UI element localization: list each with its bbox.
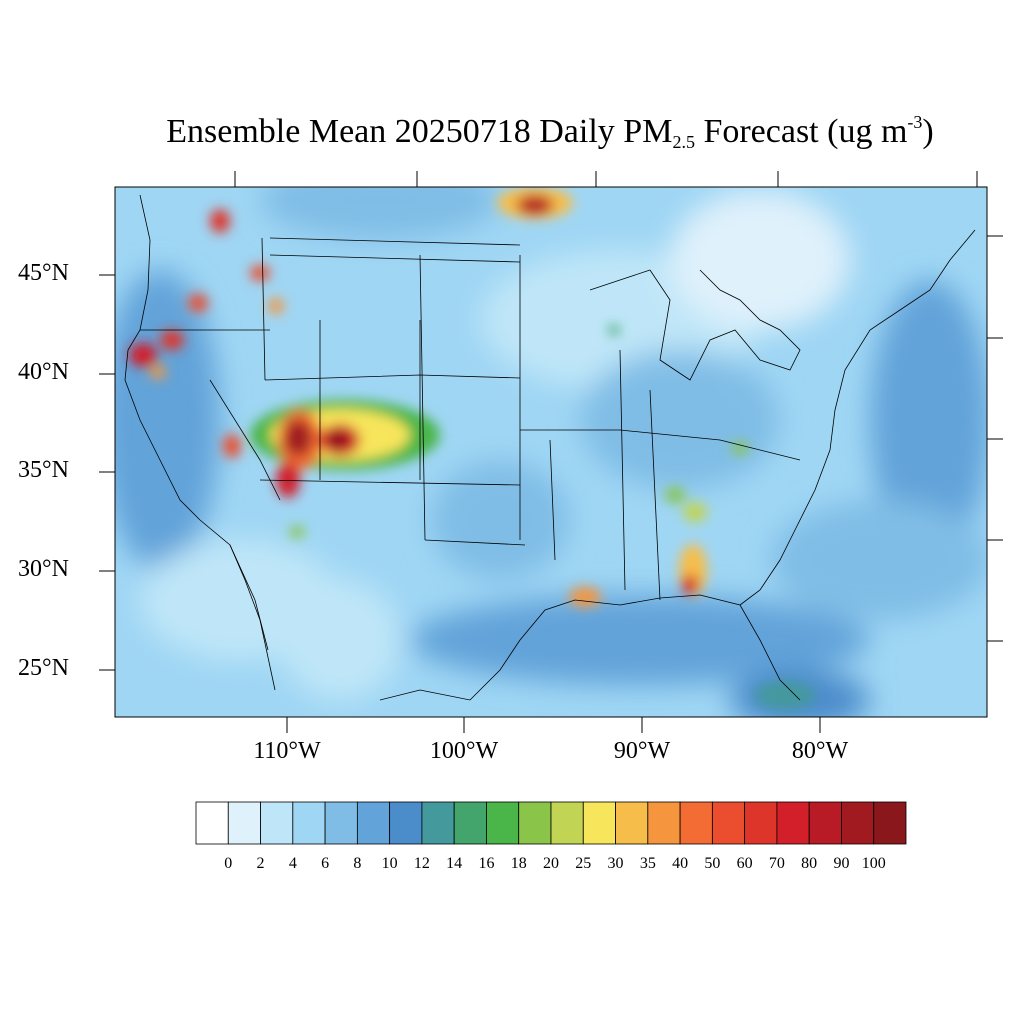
colorbar-label: 8	[353, 855, 362, 872]
right-ticks	[987, 235, 1003, 642]
colorbar-label: 10	[381, 855, 398, 872]
colorbar-box	[324, 801, 358, 845]
lat-label-40: 40°N	[18, 359, 69, 385]
colorbar-box	[744, 801, 778, 845]
colorbar-label: 100	[861, 855, 886, 872]
colorbar-label: 14	[446, 855, 463, 872]
colorbar-box	[518, 801, 552, 845]
colorbar-label: 80	[801, 855, 818, 872]
colorbar-label: 30	[607, 855, 624, 872]
colorbar-box	[582, 801, 616, 845]
colorbar-label: 6	[321, 855, 330, 872]
colorbar-label: 18	[510, 855, 527, 872]
colorbar-box	[356, 801, 391, 845]
title-text: Ensemble Mean 20250718 Daily PM	[166, 113, 673, 150]
title-close: )	[922, 113, 934, 150]
lat-label-45: 45°N	[18, 260, 69, 286]
colorbar-box	[615, 801, 649, 845]
lon-label-100: 100°W	[429, 738, 499, 764]
colorbar-box	[873, 801, 907, 845]
title-subscript: 2.5	[672, 132, 695, 152]
colorbar-box	[292, 801, 326, 845]
top-ticks	[234, 171, 978, 187]
colorbar-box	[679, 801, 713, 845]
title-superscript: -3	[907, 112, 923, 132]
title-units: Forecast (ug m	[694, 113, 908, 150]
colorbar-label: 0	[224, 855, 233, 872]
colorbar-box	[550, 801, 584, 845]
lon-label-110: 110°W	[253, 738, 321, 764]
colorbar-box	[227, 801, 261, 845]
colorbar-box	[486, 801, 520, 845]
colorbar-box	[389, 801, 423, 845]
colorbar-label: 90	[833, 855, 850, 872]
colorbar-box	[421, 801, 455, 845]
colorbar-label: 2	[256, 855, 265, 872]
lat-label-35: 35°N	[18, 457, 69, 483]
colorbar-label: 4	[288, 855, 297, 872]
map-title: Ensemble Mean 20250718 Daily PM2.5 Forec…	[0, 112, 1024, 153]
colorbar-box	[841, 801, 875, 845]
colorbar-box	[195, 801, 229, 845]
colorbar-label: 35	[639, 855, 656, 872]
colorbar-box	[711, 801, 746, 845]
colorbar-label: 20	[543, 855, 559, 872]
map-field	[115, 187, 987, 717]
left-ticks	[99, 274, 115, 671]
lon-label-90: 90°W	[613, 738, 671, 764]
colorbar-box	[647, 801, 681, 845]
colorbar-label: 50	[704, 855, 721, 872]
lat-label-30: 30°N	[18, 556, 69, 582]
colorbar-label: 25	[575, 855, 592, 872]
colorbar-label: 60	[736, 855, 753, 872]
bottom-ticks	[286, 717, 821, 733]
colorbar-box	[260, 801, 294, 845]
colorbar-boxes	[195, 801, 907, 845]
colorbar-box	[776, 801, 810, 845]
lon-label-80: 80°W	[791, 738, 849, 764]
colorbar-box	[453, 801, 487, 845]
colorbar-label: 16	[478, 855, 495, 872]
colorbar-label: 12	[413, 855, 430, 872]
colorbar-box	[808, 801, 842, 845]
colorbar-label: 40	[672, 855, 689, 872]
lat-label-25: 25°N	[18, 655, 69, 681]
map-frame	[114, 186, 988, 718]
colorbar-label: 70	[768, 855, 785, 872]
